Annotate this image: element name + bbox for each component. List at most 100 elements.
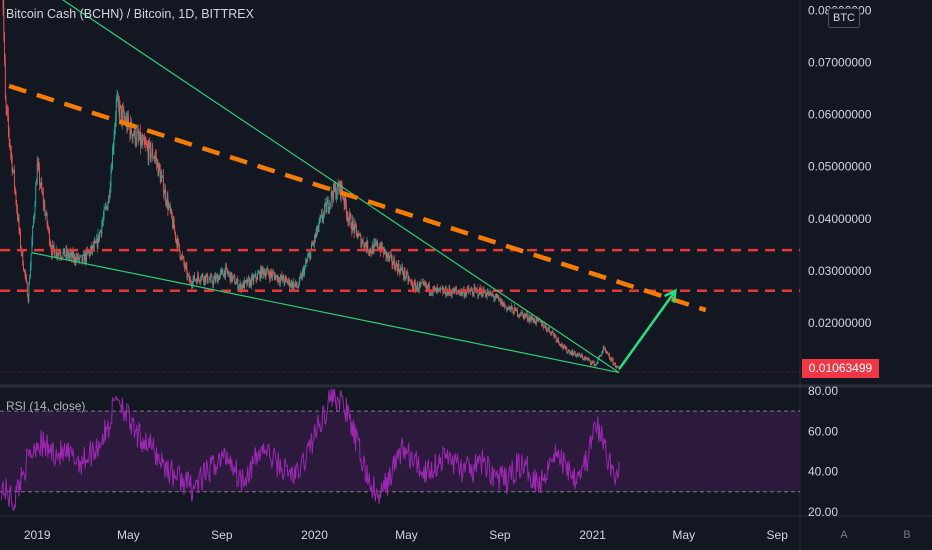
- candle-body: [229, 273, 231, 282]
- auto-scale-button[interactable]: A: [840, 529, 848, 541]
- candle-body: [255, 273, 257, 279]
- candle-body: [81, 255, 83, 262]
- candle-body: [388, 253, 390, 259]
- candle-body: [244, 280, 246, 282]
- candle-body: [109, 187, 111, 197]
- candle-body: [532, 316, 534, 320]
- candle-body: [437, 288, 439, 290]
- candle-body: [119, 105, 121, 118]
- candle-body: [416, 283, 418, 288]
- candle-body: [25, 275, 27, 278]
- candle-body: [57, 255, 59, 257]
- candle-body: [169, 204, 171, 211]
- time-tick-label: 2019: [24, 528, 51, 542]
- candle-body: [451, 293, 453, 296]
- rsi-indicator-label[interactable]: RSI (14, close): [6, 399, 86, 413]
- candle-body: [344, 195, 346, 205]
- candle-body: [510, 306, 511, 310]
- candle-body: [333, 184, 334, 201]
- candle-body: [289, 285, 291, 287]
- candle-body: [385, 250, 387, 258]
- candle-body: [513, 307, 515, 314]
- candle-body: [153, 158, 155, 159]
- candle-body: [554, 334, 556, 337]
- candle-body: [162, 175, 164, 177]
- candle-body: [519, 315, 521, 317]
- candle-body: [374, 242, 375, 244]
- candle-body: [463, 289, 465, 297]
- candle-body: [567, 350, 569, 352]
- candle-body: [390, 254, 392, 256]
- candle-body: [507, 308, 509, 309]
- candle-body: [575, 353, 577, 357]
- candle-body: [490, 291, 492, 296]
- candle-body: [570, 352, 572, 355]
- candle-body: [165, 189, 167, 202]
- candle-body: [555, 336, 557, 341]
- candle-body: [278, 276, 280, 281]
- candle-body: [124, 118, 126, 121]
- candle-body: [140, 131, 142, 147]
- candle-body: [200, 279, 202, 282]
- candle-body: [156, 156, 157, 163]
- candle-body: [469, 291, 470, 293]
- candle-body: [411, 281, 413, 284]
- candle-body: [529, 316, 530, 322]
- candle-body: [52, 244, 54, 246]
- candle-body: [415, 283, 417, 291]
- currency-badge[interactable]: BTC: [828, 8, 860, 28]
- candle-body: [582, 356, 584, 359]
- candle-body: [61, 257, 63, 259]
- candle-body: [5, 99, 7, 107]
- candle-body: [510, 305, 512, 310]
- candle-body: [111, 169, 113, 172]
- candle-body: [285, 276, 287, 278]
- candle-body: [512, 308, 514, 314]
- candle-body: [12, 170, 14, 173]
- candle-body: [406, 272, 407, 278]
- candle-body: [359, 234, 361, 236]
- candle-body: [203, 275, 205, 283]
- candle-body: [308, 254, 309, 258]
- candle-body: [548, 327, 550, 332]
- candle-body: [504, 304, 505, 307]
- candle-body: [346, 215, 348, 217]
- candle-body: [116, 98, 118, 101]
- candle-body: [506, 306, 508, 311]
- candle-body: [494, 298, 496, 300]
- candle-body: [206, 274, 208, 283]
- candle-body: [10, 152, 12, 157]
- candle-body: [428, 283, 430, 293]
- candle-body: [283, 280, 285, 284]
- candle-body: [197, 274, 199, 279]
- candle-body: [361, 242, 363, 247]
- candle-body: [294, 283, 296, 285]
- candle-body: [322, 218, 324, 220]
- bookmark-button[interactable]: B: [903, 529, 911, 541]
- candle-body: [242, 281, 244, 289]
- candle-body: [455, 289, 457, 291]
- candle-body: [239, 283, 241, 286]
- candle-body: [88, 251, 90, 253]
- candle-body: [139, 131, 141, 140]
- candle-body: [565, 347, 567, 350]
- candle-body: [434, 288, 436, 290]
- candle-body: [435, 287, 437, 293]
- candle-body: [32, 226, 34, 241]
- candle-body: [367, 240, 369, 252]
- candle-body: [141, 139, 143, 145]
- candle-body: [500, 298, 502, 305]
- candle-body: [118, 96, 119, 105]
- candle-body: [146, 145, 148, 148]
- candle-body: [453, 288, 455, 294]
- candle-body: [237, 279, 239, 289]
- candle-body: [214, 276, 216, 282]
- candle-body: [263, 269, 265, 276]
- candle-body: [465, 292, 467, 295]
- candle-body: [241, 285, 243, 289]
- candle-body: [481, 289, 483, 296]
- candle-body: [211, 276, 213, 283]
- candle-body: [594, 364, 596, 366]
- candle-body: [419, 283, 421, 285]
- candle-body: [270, 271, 272, 275]
